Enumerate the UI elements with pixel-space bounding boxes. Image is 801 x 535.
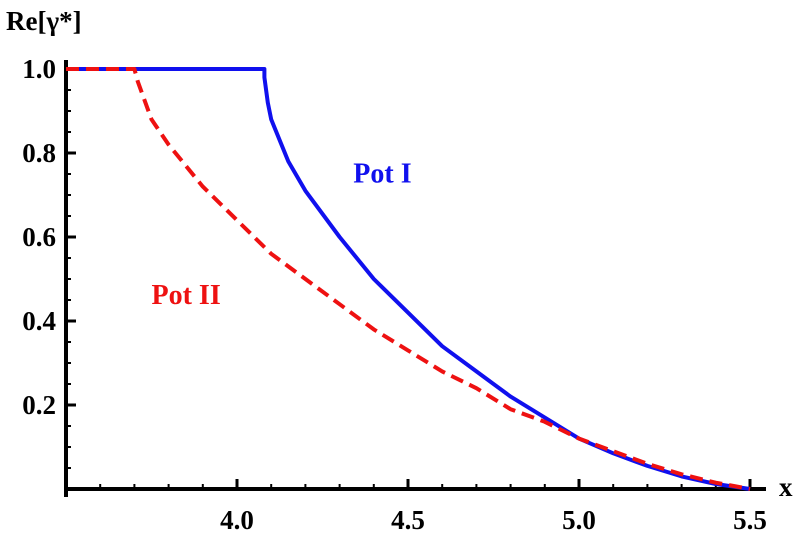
series-layer <box>66 67 751 491</box>
series-line-pot-ii <box>66 67 751 491</box>
y-tick-label: 0.4 <box>22 306 56 336</box>
labels: Re[γ*] x Pot I Pot II <box>6 6 793 502</box>
x-tick-label: 5.5 <box>733 505 767 535</box>
y-tick-label: 0.2 <box>22 390 56 420</box>
y-tick-label: 0.6 <box>22 222 56 252</box>
axes: 4.0 4.5 5.0 5.5 0.2 0.4 0.6 0.8 1.0 <box>22 54 767 535</box>
x-axis-label: x <box>779 472 793 502</box>
series-line-pot-i <box>66 67 751 491</box>
series-label-pot-ii: Pot II <box>152 280 221 311</box>
x-tick-label: 4.0 <box>220 505 254 535</box>
y-tick-label: 0.8 <box>22 138 56 168</box>
series-label-pot-i: Pot I <box>353 158 411 189</box>
x-tick-label: 4.5 <box>391 505 425 535</box>
x-tick-label: 5.0 <box>562 505 596 535</box>
y-tick-label: 1.0 <box>22 54 56 84</box>
y-axis-label: Re[γ*] <box>6 6 82 36</box>
